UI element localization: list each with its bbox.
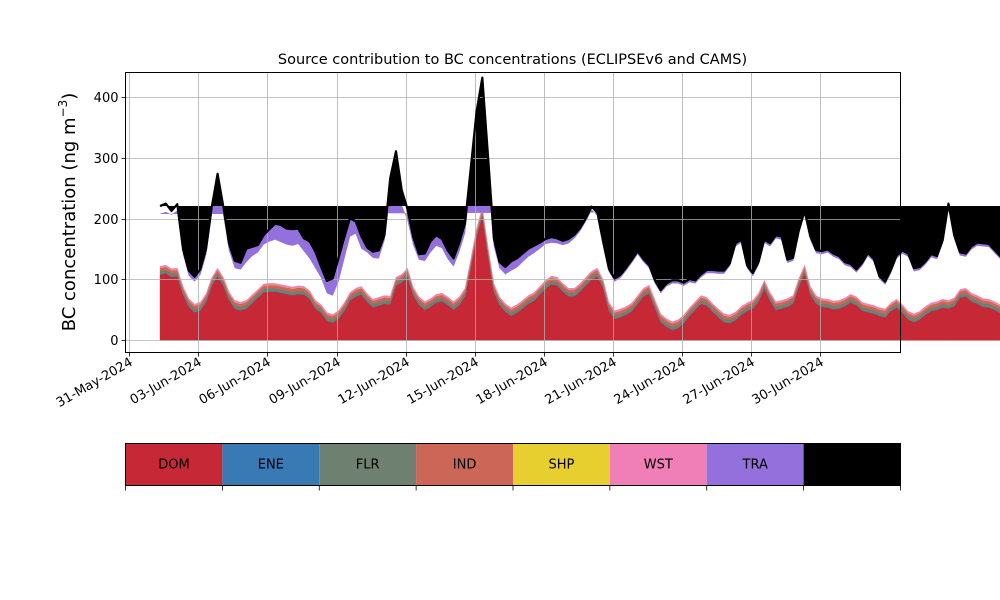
legend-swatch-flr — [319, 443, 417, 486]
legend-swatch-wst — [609, 443, 707, 486]
legend-label-shp: SHP — [549, 458, 575, 473]
legend-label-ind: IND — [453, 458, 477, 473]
legend-swatch-bb — [803, 443, 901, 486]
chart-title: Source contribution to BC concentrations… — [278, 52, 747, 68]
stacked-area-series — [159, 77, 1000, 341]
legend-swatch-shp — [513, 443, 610, 486]
y-axis: 0 100 200 300 400 — [94, 91, 126, 349]
plot-frame — [125, 72, 901, 353]
y-axis-label-close: ) — [59, 93, 80, 100]
legend-label-flr: FLR — [356, 458, 380, 473]
legend-swatch-tra — [706, 443, 804, 486]
y-axis-label-exponent: −3 — [56, 100, 70, 118]
legend-label-bb: BB — [843, 458, 861, 473]
legend-swatch-dom — [125, 443, 223, 486]
y-tick-label: 300 — [94, 152, 119, 167]
x-tick-label: 18-Jun-2024 — [474, 355, 551, 408]
y-tick-label: 400 — [94, 91, 119, 106]
legend-label-dom: DOM — [158, 458, 189, 473]
total-outline-line — [159, 76, 1000, 292]
legend-swatch-ind — [416, 443, 513, 486]
x-tick-label: 31-May-2024 — [54, 355, 136, 411]
y-tick-label: 100 — [94, 273, 119, 288]
x-tick-label: 24-Jun-2024 — [612, 355, 689, 408]
legend-label-wst: WST — [644, 458, 673, 473]
x-tick-label: 12-Jun-2024 — [336, 355, 413, 408]
legend-label-tra: TRA — [742, 458, 768, 473]
x-tick-label: 21-Jun-2024 — [543, 355, 620, 408]
legend-swatch-ene — [222, 443, 320, 486]
x-tick-label: 06-Jun-2024 — [197, 355, 274, 408]
x-axis: 31-May-202403-Jun-202406-Jun-202409-Jun-… — [54, 352, 827, 411]
legend-colorbar: DOM ENE FLR IND SHP WST TRA BB — [125, 443, 901, 491]
area-tra — [159, 89, 1000, 296]
grid-lines — [125, 72, 901, 353]
x-tick-label: 30-Jun-2024 — [750, 355, 827, 408]
x-tick-label: 09-Jun-2024 — [267, 355, 344, 408]
y-tick-label: 0 — [110, 334, 118, 349]
area-wst — [159, 207, 1000, 324]
y-axis-label: BC concentration (ng m−3) — [56, 93, 80, 332]
y-tick-label: 200 — [94, 213, 119, 228]
x-tick-label: 27-Jun-2024 — [681, 355, 758, 408]
x-tick-label: 15-Jun-2024 — [405, 355, 482, 408]
x-tick-label: 03-Jun-2024 — [128, 355, 205, 408]
legend-label-ene: ENE — [258, 458, 284, 473]
y-axis-label-main: BC concentration (ng m — [59, 117, 80, 331]
